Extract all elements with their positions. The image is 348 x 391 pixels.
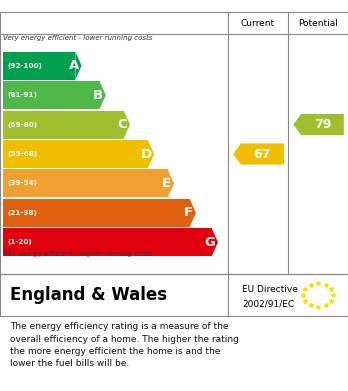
Text: England & Wales: England & Wales: [10, 286, 168, 304]
Text: The energy efficiency rating is a measure of the
overall efficiency of a home. T: The energy efficiency rating is a measur…: [10, 322, 239, 368]
Bar: [3, 52, 76, 80]
Polygon shape: [148, 140, 154, 168]
Text: EU Directive: EU Directive: [242, 285, 298, 294]
Text: (55-68): (55-68): [7, 151, 37, 157]
Polygon shape: [76, 52, 82, 80]
Text: G: G: [204, 236, 215, 249]
Text: B: B: [93, 89, 103, 102]
Text: A: A: [69, 59, 79, 72]
Text: 2002/91/EC: 2002/91/EC: [242, 300, 294, 309]
Polygon shape: [100, 81, 106, 109]
Text: (1-20): (1-20): [7, 239, 32, 245]
Polygon shape: [124, 111, 130, 138]
Text: E: E: [162, 177, 171, 190]
Text: 67: 67: [254, 147, 271, 160]
Text: D: D: [140, 147, 151, 160]
Polygon shape: [190, 199, 196, 227]
Text: F: F: [184, 206, 193, 219]
Bar: [3, 81, 100, 109]
Text: 79: 79: [314, 118, 331, 131]
Text: Current: Current: [241, 18, 275, 27]
Text: Very energy efficient - lower running costs: Very energy efficient - lower running co…: [3, 35, 153, 41]
Text: (92-100): (92-100): [7, 63, 42, 69]
Text: (69-80): (69-80): [7, 122, 37, 127]
Polygon shape: [168, 169, 174, 197]
Polygon shape: [293, 114, 344, 135]
Bar: [3, 199, 190, 227]
Text: (81-91): (81-91): [7, 92, 37, 98]
Bar: [3, 169, 168, 197]
Text: Not energy efficient - higher running costs: Not energy efficient - higher running co…: [3, 251, 153, 257]
Text: Potential: Potential: [298, 18, 338, 27]
Bar: [3, 111, 124, 138]
Text: C: C: [118, 118, 127, 131]
Bar: [3, 228, 212, 256]
Text: (39-54): (39-54): [7, 180, 37, 187]
Polygon shape: [212, 228, 218, 256]
Text: (21-38): (21-38): [7, 210, 37, 216]
Bar: [3, 140, 148, 168]
Polygon shape: [233, 143, 284, 165]
Text: Energy Efficiency Rating: Energy Efficiency Rating: [10, 0, 220, 5]
